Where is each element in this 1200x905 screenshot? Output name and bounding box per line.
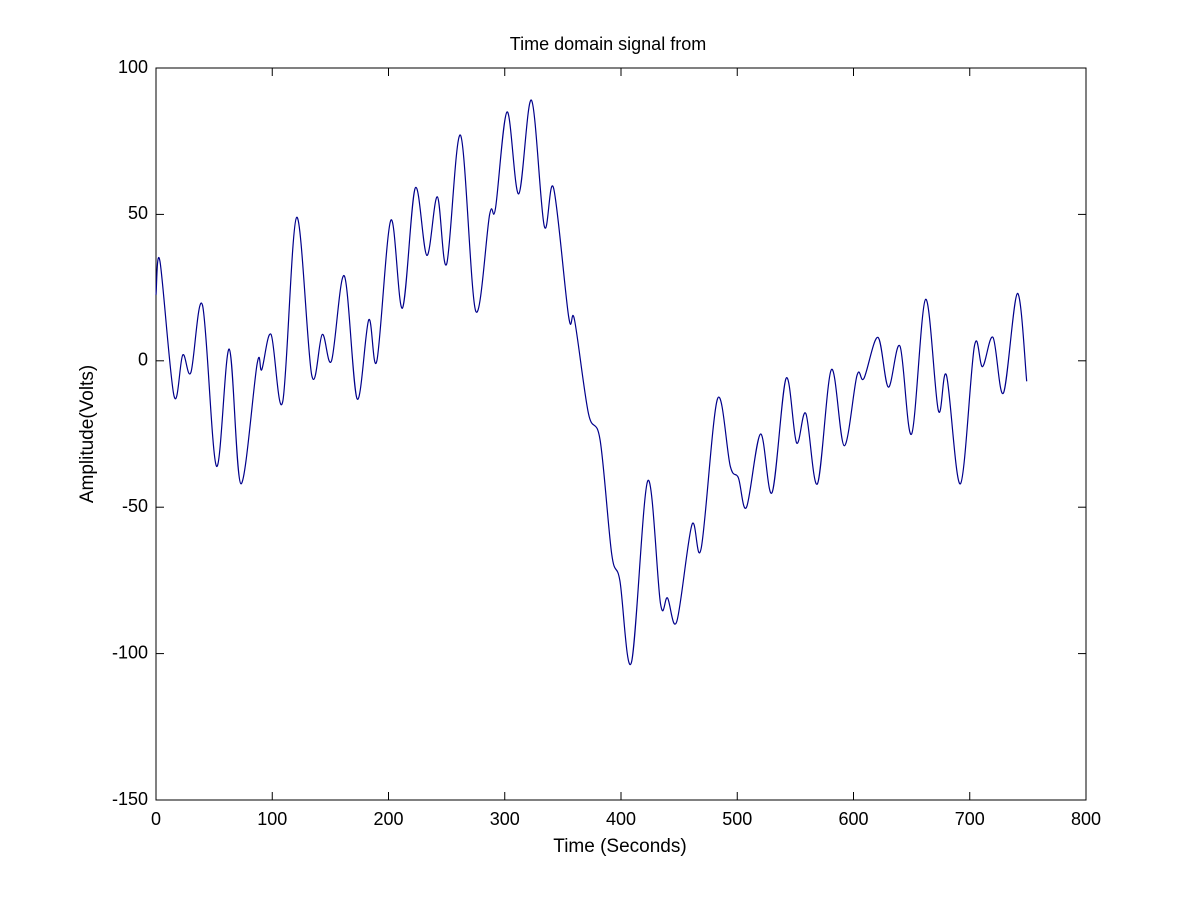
x-tick-label: 400 [606, 809, 636, 829]
plot-area [155, 67, 1087, 801]
x-tick-label: 0 [151, 809, 161, 829]
x-tick-label: 800 [1071, 809, 1101, 829]
signal-line [155, 99, 1028, 666]
y-tick-label: 0 [138, 350, 148, 370]
y-tick-label: -50 [122, 496, 148, 516]
y-tick-label: -100 [112, 642, 148, 662]
x-tick-label: 300 [490, 809, 520, 829]
y-tick-label: 100 [118, 57, 148, 77]
y-tick-label: -150 [112, 789, 148, 809]
x-tick-label: 200 [373, 809, 403, 829]
chart-title: Time domain signal from [510, 34, 706, 54]
x-tick-label: 100 [257, 809, 287, 829]
x-tick-label: 700 [955, 809, 985, 829]
y-tick-label: 50 [128, 203, 148, 223]
y-axis-label: Amplitude(Volts) [77, 365, 98, 503]
x-axis-label: Time (Seconds) [553, 836, 686, 857]
x-tick-label: 500 [722, 809, 752, 829]
x-tick-label: 600 [838, 809, 868, 829]
